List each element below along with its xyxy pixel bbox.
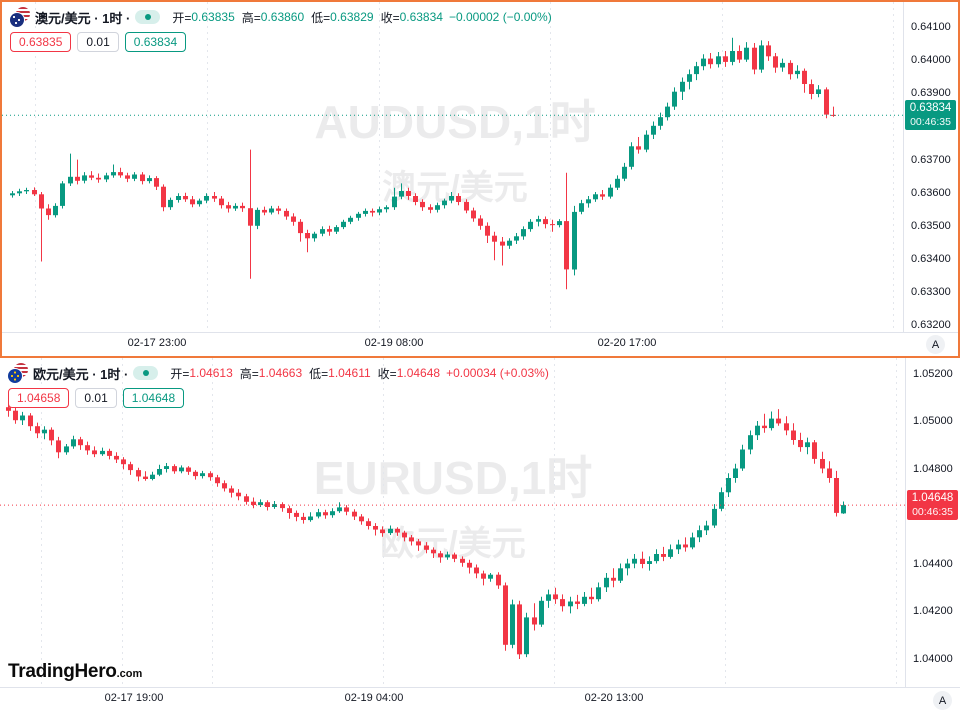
close-value: 1.04648 — [396, 366, 441, 380]
low-label: 低= — [311, 10, 331, 25]
market-status-icon[interactable] — [133, 366, 159, 380]
low-label: 低= — [309, 366, 329, 381]
chart-legend: 澳元/美元 · 1时 · 开= 0.63835 高= 0.63860 低= 0.638… — [10, 7, 552, 52]
price-tick: 0.63300 — [911, 285, 951, 298]
close-label: 收= — [377, 366, 397, 381]
price-tick: 0.63200 — [911, 319, 951, 332]
pane-audusd: AUDUSD,1时 澳元/美元 澳元/美元 · 1时 · 开= 0.63835 高… — [0, 0, 960, 358]
price-tick: 1.04200 — [913, 605, 953, 618]
quantity-button[interactable]: 0.01 — [77, 32, 119, 52]
time-label: 02-17 19:00 — [104, 692, 164, 704]
pane-eurusd: EURUSD,1时 欧元/美元 欧元/美元 · 1时 · 开= 1.04613 高… — [0, 358, 960, 718]
close-label: 收= — [380, 10, 400, 25]
market-status-icon[interactable] — [135, 10, 161, 24]
high-value: 0.63860 — [260, 10, 305, 24]
base-flag-icon — [10, 13, 24, 27]
price-tick: 0.63700 — [911, 153, 951, 166]
time-labels: 02-17 19:00 02-19 04:00 02-20 13:00 — [0, 688, 960, 718]
price-ticks: 1.05200 1.05000 1.04800 1.04400 1.04200 1.040… — [906, 358, 960, 688]
price-tick: 0.64100 — [911, 21, 951, 34]
price-tick: 1.04400 — [913, 557, 953, 570]
price-tick: 0.63500 — [911, 219, 951, 232]
low-value: 1.04611 — [328, 366, 371, 380]
price-tick: 0.63400 — [911, 252, 951, 265]
symbol-flag-icon — [8, 363, 28, 383]
sell-price-button[interactable]: 1.04658 — [8, 388, 70, 408]
logo-brand: TradingHero — [8, 661, 117, 682]
price-tick: 1.05200 — [913, 367, 953, 380]
symbol-title[interactable]: 欧元/美元 · 1时 · — [33, 366, 129, 382]
time-axis[interactable]: 02-17 23:00 02-19 08:00 02-20 17:00 A — [2, 332, 958, 356]
auto-scale-button[interactable]: A — [926, 335, 945, 354]
candlestick-chart[interactable] — [0, 358, 906, 688]
change-value: −0.00002 (−0.00%) — [448, 10, 552, 24]
price-tick: 1.04000 — [913, 653, 953, 665]
symbol-flag-icon — [10, 7, 30, 27]
sell-price-button[interactable]: 0.63835 — [10, 32, 72, 52]
low-value: 0.63829 — [330, 10, 374, 24]
high-label: 高= — [239, 366, 259, 381]
price-axis[interactable]: 1.05200 1.05000 1.04800 1.04400 1.04200 1.040… — [905, 358, 960, 688]
chart-legend: 欧元/美元 · 1时 · 开= 1.04613 高= 1.04663 低= 1.046… — [8, 363, 549, 408]
badge-price: 0.63834 — [909, 102, 952, 115]
status-dot-icon — [142, 370, 149, 376]
time-axis[interactable]: 02-17 19:00 02-19 04:00 02-20 13:00 A — [0, 687, 960, 718]
open-value: 1.04613 — [189, 366, 233, 380]
price-ticks: 0.64100 0.64000 0.63900 0.63700 0.63600 0.635… — [904, 2, 958, 333]
time-label: 02-20 13:00 — [584, 692, 644, 704]
badge-countdown: 00:46:35 — [910, 116, 951, 129]
open-label: 开= — [172, 10, 192, 25]
buy-price-button[interactable]: 0.63834 — [124, 32, 187, 52]
last-price-badge: 1.04648 00:46:35 — [907, 490, 958, 521]
open-value: 0.63835 — [191, 10, 235, 24]
time-labels: 02-17 23:00 02-19 08:00 02-20 17:00 — [2, 333, 958, 356]
auto-scale-button[interactable]: A — [933, 691, 952, 710]
quantity-button[interactable]: 0.01 — [75, 388, 117, 408]
badge-price: 1.04648 — [911, 492, 954, 505]
badge-countdown: 00:46:35 — [912, 506, 953, 519]
ohlc-values: 开= 1.04613 高= 1.04663 低= 1.04611 收= 1.04648 … — [163, 365, 548, 382]
price-tick: 1.04800 — [913, 462, 953, 475]
close-value: 0.63834 — [399, 10, 443, 24]
candlestick-chart[interactable] — [2, 2, 908, 333]
price-tick: 1.05000 — [913, 415, 953, 428]
last-price-badge: 0.63834 00:46:35 — [905, 100, 956, 131]
symbol-title[interactable]: 澳元/美元 · 1时 · — [35, 10, 131, 26]
price-tick: 0.63600 — [911, 186, 951, 199]
logo-suffix: .com — [116, 668, 143, 680]
buy-price-button[interactable]: 1.04648 — [122, 388, 185, 408]
high-label: 高= — [241, 10, 261, 25]
open-label: 开= — [170, 366, 190, 381]
price-tick: 0.63900 — [911, 87, 951, 100]
tradinghero-logo[interactable]: TradingHero .com — [8, 661, 142, 683]
time-label: 02-19 04:00 — [344, 692, 404, 704]
high-value: 1.04663 — [258, 366, 303, 380]
price-tick: 0.64000 — [911, 54, 951, 67]
status-dot-icon — [144, 14, 151, 20]
ohlc-values: 开= 0.63835 高= 0.63860 低= 0.63829 收= 0.63834 … — [165, 9, 551, 26]
change-value: +0.00034 (+0.03%) — [446, 366, 549, 380]
base-flag-icon — [8, 369, 22, 383]
time-label: 02-17 23:00 — [127, 337, 187, 349]
time-label: 02-19 08:00 — [364, 337, 424, 349]
time-label: 02-20 17:00 — [597, 337, 657, 349]
price-axis[interactable]: 0.64100 0.64000 0.63900 0.63700 0.63600 0.635… — [903, 2, 958, 333]
